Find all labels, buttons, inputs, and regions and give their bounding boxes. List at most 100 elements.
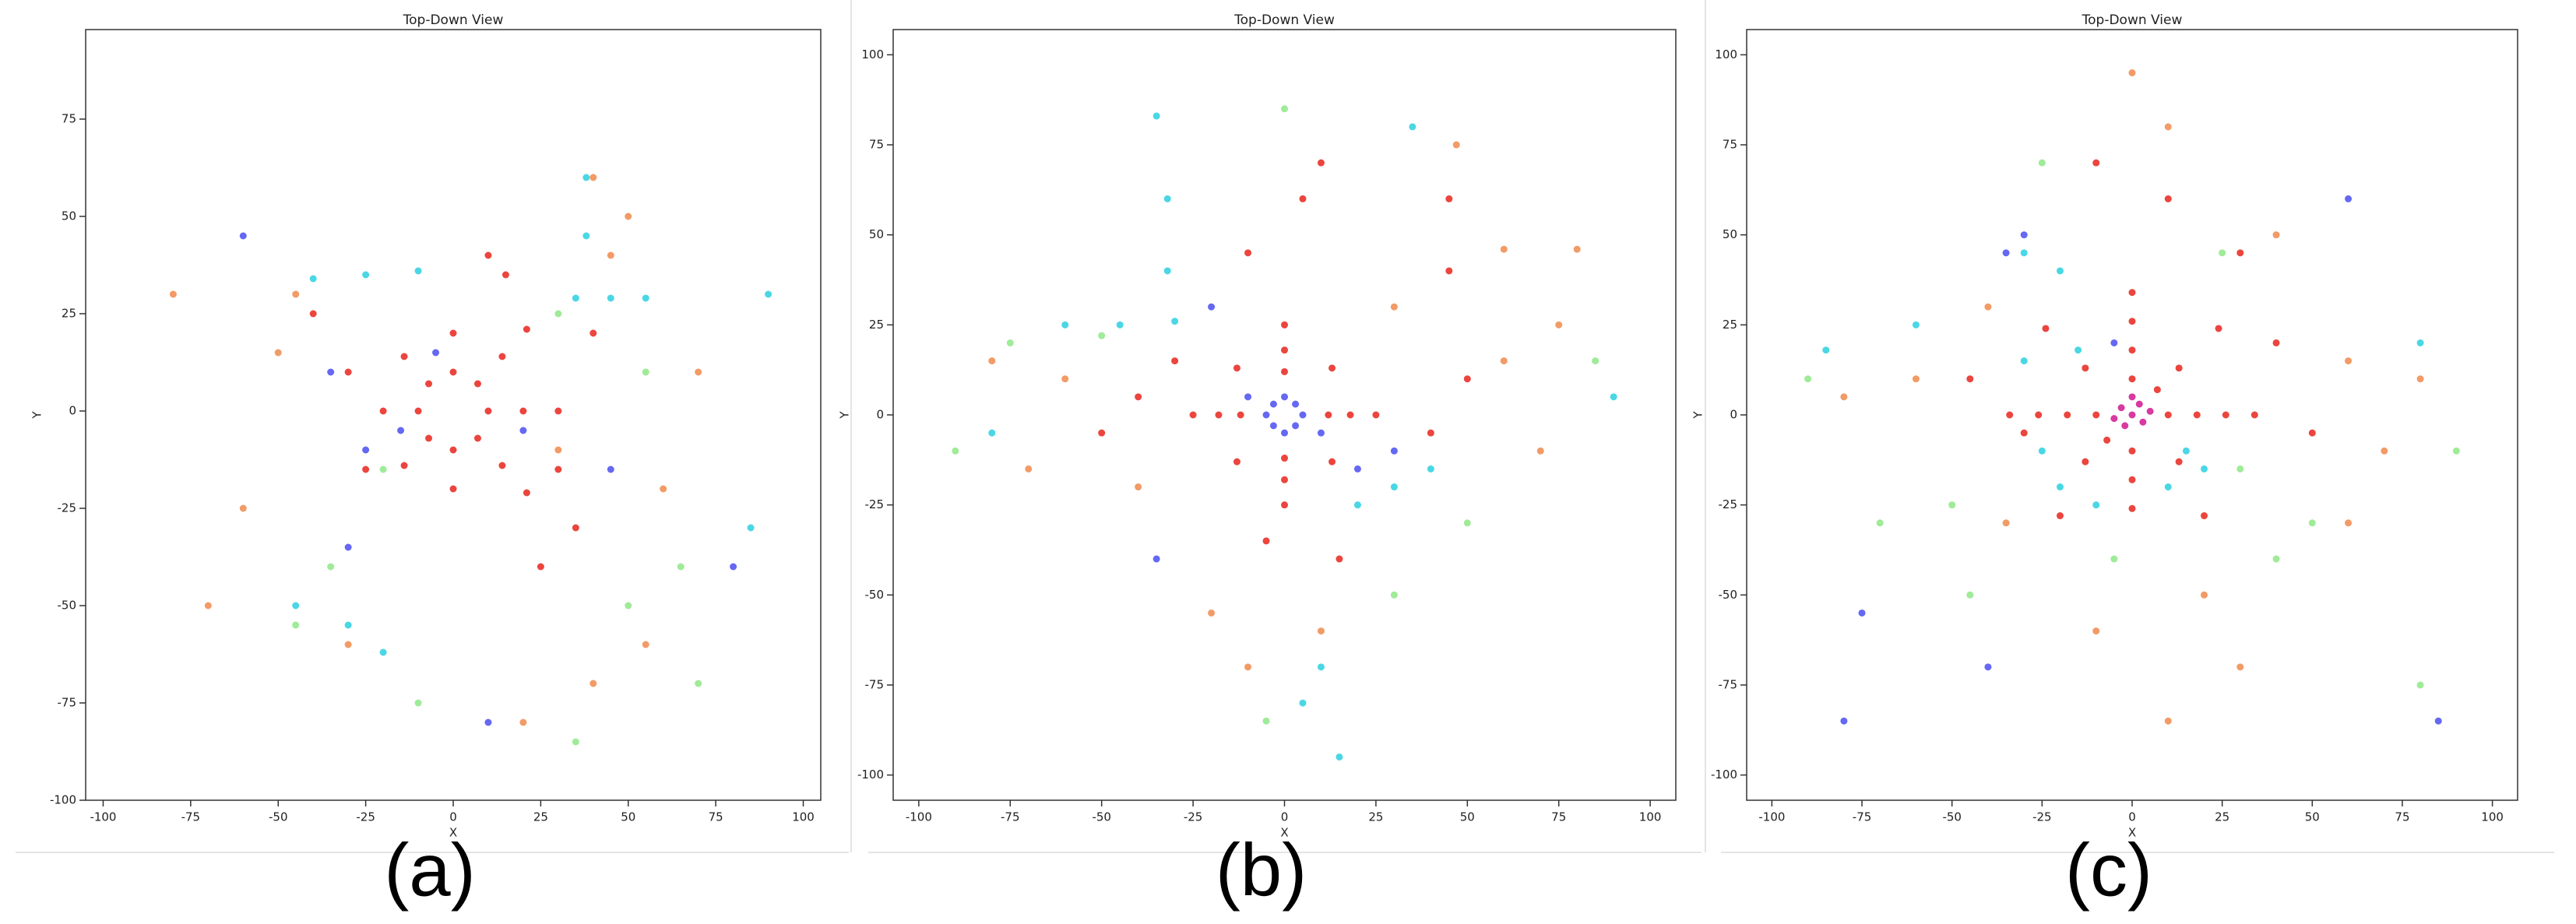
point (1912, 321, 1920, 328)
y-tick-label: 50 (1723, 227, 1737, 241)
point (554, 310, 562, 318)
y-tick-label: 0 (1730, 408, 1737, 422)
x-tick-label: -75 (181, 810, 201, 824)
point (2182, 447, 2190, 455)
x-tick-label: 75 (1551, 810, 1566, 824)
point (1244, 663, 1252, 671)
x-axis-label: X (1280, 826, 1288, 840)
point (1299, 195, 1307, 202)
point (2175, 458, 2183, 466)
point (1281, 501, 1288, 509)
x-tick-label: -75 (1001, 810, 1020, 824)
point (607, 466, 614, 473)
point (1336, 753, 1343, 761)
point (537, 563, 544, 571)
point (1328, 458, 1336, 466)
x-tick-label: 50 (2305, 810, 2320, 824)
point (292, 621, 300, 629)
x-tick-label: 50 (621, 810, 635, 824)
point (484, 407, 492, 415)
point (2201, 591, 2208, 599)
point (344, 543, 352, 551)
point (1025, 465, 1033, 473)
point (1233, 364, 1240, 372)
point (2164, 123, 2172, 131)
point (1269, 422, 1277, 430)
point (1262, 717, 1270, 725)
point (309, 310, 317, 318)
point (1317, 663, 1325, 671)
point (1244, 393, 1252, 401)
point (1427, 429, 1434, 437)
point (379, 407, 387, 415)
point (1317, 429, 1325, 437)
point (2056, 483, 2064, 491)
point (1536, 447, 1544, 455)
point (425, 434, 433, 442)
point (2175, 364, 2183, 372)
point (2345, 357, 2353, 365)
point (473, 434, 481, 442)
y-tick-label: 0 (876, 408, 884, 422)
point (572, 738, 579, 746)
y-tick-label: -100 (50, 793, 76, 807)
point (484, 251, 492, 259)
point (2056, 267, 2064, 275)
point (2020, 231, 2028, 239)
point (1912, 375, 1920, 383)
point (1317, 159, 1325, 167)
point (2056, 512, 2064, 520)
point (765, 290, 772, 298)
point (2006, 411, 2014, 419)
point (625, 213, 632, 220)
point (2416, 681, 2424, 689)
point (1262, 411, 1270, 419)
y-tick-label: 0 (69, 404, 76, 418)
point (2075, 346, 2082, 354)
point (449, 446, 457, 454)
plot-area (892, 29, 1677, 801)
point (2381, 447, 2388, 455)
point (327, 368, 335, 376)
point (2110, 339, 2118, 346)
point (988, 429, 996, 437)
point (2164, 195, 2172, 202)
point (292, 602, 300, 610)
point (2117, 404, 2125, 412)
y-tick-label: 25 (869, 318, 884, 332)
point (1325, 411, 1332, 419)
y-tick-label: -25 (865, 497, 885, 511)
caption: (b) (1216, 828, 1307, 912)
point (1171, 318, 1179, 325)
x-tick-label: 100 (2481, 810, 2504, 824)
point (2222, 411, 2229, 419)
point (2128, 346, 2136, 354)
point (2219, 249, 2226, 257)
point (2128, 69, 2136, 77)
x-tick-label: -50 (1092, 810, 1111, 824)
point (292, 290, 300, 298)
point (2020, 429, 2028, 437)
point (523, 325, 530, 333)
point (1237, 411, 1244, 419)
point (572, 294, 579, 302)
point (2236, 249, 2244, 257)
point (2042, 325, 2050, 332)
point (2128, 289, 2136, 297)
point (642, 294, 649, 302)
point (1328, 364, 1336, 372)
point (1262, 537, 1270, 545)
point (2128, 375, 2136, 383)
y-tick-label: -75 (1719, 677, 1738, 691)
point (169, 290, 177, 298)
point (523, 489, 530, 497)
x-tick-label: -25 (1184, 810, 1203, 824)
y-tick-label: 100 (1715, 47, 1737, 61)
point (1876, 519, 1884, 527)
y-tick-label: -75 (865, 677, 885, 691)
point (2038, 447, 2046, 455)
x-tick-label: -25 (2032, 810, 2052, 824)
point (344, 368, 352, 376)
x-tick-label: 100 (1639, 810, 1662, 824)
point (554, 407, 562, 415)
